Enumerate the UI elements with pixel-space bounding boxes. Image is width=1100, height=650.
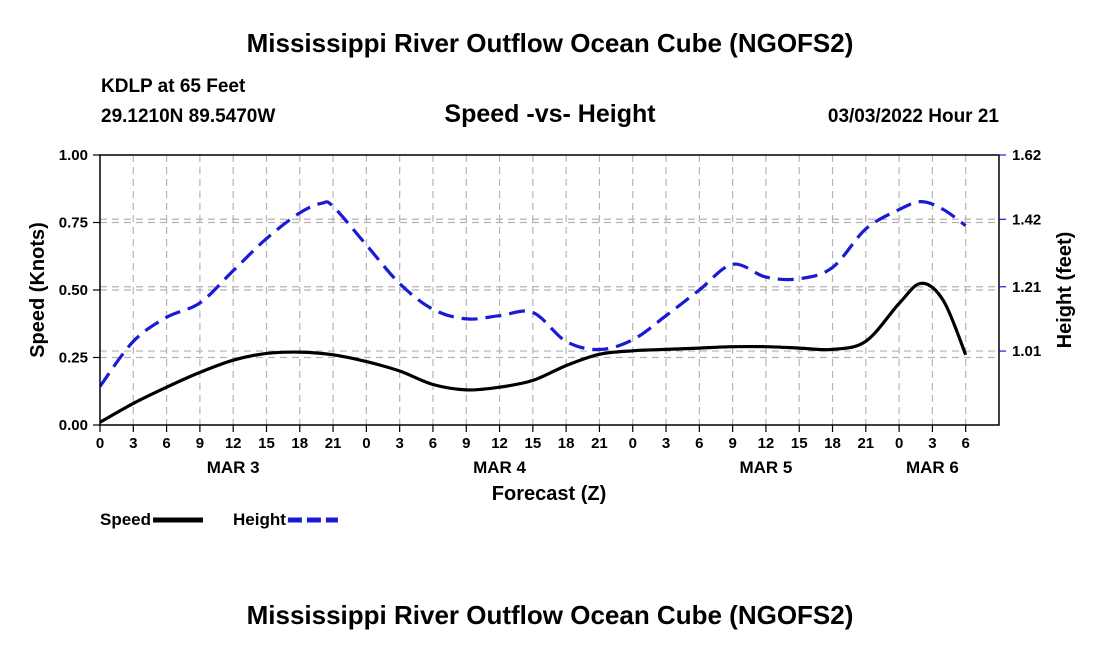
speed-line: [100, 281, 968, 424]
y-axis-label-left: Speed (Knots): [27, 222, 49, 358]
x-tick-label: 3: [395, 435, 403, 452]
y-right-tick-label: 1.01: [1012, 343, 1041, 360]
x-tick-label: 0: [629, 435, 637, 452]
x-tick-label: 9: [462, 435, 470, 452]
x-tick-label: 6: [429, 435, 437, 452]
y-left-tick-label: 0.00: [59, 417, 88, 434]
height-line: [100, 200, 967, 388]
x-tick-label: 0: [895, 435, 903, 452]
x-tick-label: 6: [962, 435, 970, 452]
y-axis-label-right: Height (feet): [1054, 232, 1076, 349]
y-right-tick-label: 1.42: [1012, 211, 1041, 228]
data-series: [100, 200, 968, 424]
x-tick-label: 3: [928, 435, 936, 452]
x-tick-label: 12: [758, 435, 775, 452]
x-tick-label: 21: [591, 435, 608, 452]
x-tick-label: 18: [824, 435, 841, 452]
bottom-title: Mississippi River Outflow Ocean Cube (NG…: [246, 600, 854, 630]
legend-label-speed: Speed: [100, 510, 151, 529]
station-label: KDLP at 65 Feet: [101, 76, 246, 97]
coordinates-label: 29.1210N 89.5470W: [101, 106, 276, 127]
chart-subtitle: Speed -vs- Height: [444, 100, 656, 128]
x-tick-label: 12: [491, 435, 508, 452]
y-left-tick-label: 1.00: [59, 147, 88, 164]
legend: Speed Height: [100, 510, 338, 529]
x-tick-label: 0: [362, 435, 370, 452]
y-left-tick-label: 0.50: [59, 282, 88, 299]
x-tick-label: 15: [258, 435, 275, 452]
forecast-datetime: 03/03/2022 Hour 21: [827, 106, 999, 127]
legend-label-height: Height: [233, 510, 286, 529]
day-label: MAR 5: [739, 458, 792, 477]
axes: 0 3 6 9 12 15 18 21 0 3 6 9 12 15 18 21 0 3 6 9 12 15 18 21 0 3 6M…: [59, 147, 1041, 477]
x-tick-label: 18: [558, 435, 575, 452]
x-tick-label: 6: [695, 435, 703, 452]
y-left-tick-label: 0.75: [59, 215, 88, 232]
day-label: MAR 4: [473, 458, 526, 477]
day-label: MAR 6: [906, 458, 959, 477]
chart-title: Mississippi River Outflow Ocean Cube (NG…: [246, 28, 854, 58]
y-left-tick-label: 0.25: [59, 350, 88, 367]
x-tick-label: 6: [162, 435, 170, 452]
x-tick-label: 3: [662, 435, 670, 452]
x-tick-label: 21: [325, 435, 342, 452]
x-tick-label: 9: [196, 435, 204, 452]
x-tick-label: 3: [129, 435, 137, 452]
y-right-tick-label: 1.21: [1012, 279, 1041, 296]
day-label: MAR 3: [207, 458, 260, 477]
grid-lines: [100, 154, 999, 425]
x-tick-label: 9: [728, 435, 736, 452]
y-right-tick-label: 1.62: [1012, 147, 1041, 164]
x-axis-label: Forecast (Z): [492, 483, 606, 505]
x-tick-label: 18: [291, 435, 308, 452]
x-tick-label: 15: [791, 435, 808, 452]
x-tick-label: 0: [96, 435, 104, 452]
x-tick-label: 12: [225, 435, 242, 452]
x-tick-label: 21: [857, 435, 874, 452]
x-tick-label: 15: [525, 435, 542, 452]
